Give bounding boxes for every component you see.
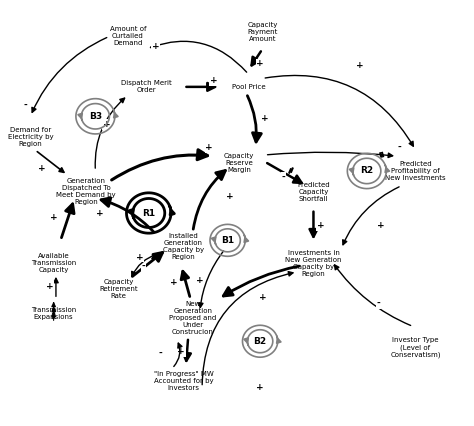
Text: B2: B2 [254, 337, 267, 346]
Text: Capacity
Payment
Amount: Capacity Payment Amount [247, 22, 278, 42]
Text: Capacity
Retirement
Rate: Capacity Retirement Rate [99, 279, 138, 299]
Text: "In Progress" MW
Accounted for by
Investors: "In Progress" MW Accounted for by Invest… [154, 371, 213, 391]
Text: +: + [96, 208, 104, 218]
Text: +: + [103, 120, 111, 129]
Text: Installed
Generation
Capacity by
Region: Installed Generation Capacity by Region [163, 233, 204, 260]
Text: B1: B1 [221, 236, 234, 245]
Text: R2: R2 [360, 167, 374, 176]
Text: +: + [317, 221, 324, 230]
Text: +: + [256, 383, 264, 392]
Text: New
Generation
Proposed and
Under
Construcion: New Generation Proposed and Under Constr… [169, 301, 217, 335]
Text: +: + [261, 114, 269, 123]
Text: Demand for
Electricity by
Region: Demand for Electricity by Region [8, 127, 53, 147]
Text: +: + [377, 221, 384, 230]
Text: +: + [46, 282, 54, 291]
Text: +: + [196, 276, 204, 285]
Text: +: + [136, 253, 143, 262]
Text: Predicted
Capacity
Shortfall: Predicted Capacity Shortfall [297, 182, 330, 202]
Text: +: + [210, 76, 218, 85]
Text: B3: B3 [89, 112, 102, 121]
Text: Dispatch Merit
Order: Dispatch Merit Order [121, 81, 172, 93]
Text: +: + [259, 293, 266, 302]
Text: Capacity
Reserve
Margin: Capacity Reserve Margin [224, 153, 255, 173]
Text: -: - [376, 299, 380, 308]
Text: +: + [50, 213, 57, 222]
Text: Transmission
Expansions: Transmission Expansions [31, 308, 76, 320]
Text: +: + [226, 192, 234, 201]
Text: Amount of
Curtailed
Demand: Amount of Curtailed Demand [109, 26, 146, 46]
Text: -: - [158, 349, 162, 358]
Text: -: - [142, 262, 146, 271]
Text: Investments in
New Generation
Capacity by
Region: Investments in New Generation Capacity b… [285, 250, 342, 277]
Text: Pool Price: Pool Price [232, 84, 265, 90]
Text: R1: R1 [142, 208, 155, 218]
Text: +: + [171, 278, 178, 287]
Text: Predicted
Profitability of
New Investments: Predicted Profitability of New Investmen… [385, 161, 446, 181]
Text: Investor Type
(Level of
Conservatism): Investor Type (Level of Conservatism) [390, 337, 441, 358]
Text: +: + [38, 164, 46, 173]
Text: +: + [356, 61, 364, 70]
Text: +: + [152, 43, 160, 52]
Text: -: - [282, 173, 285, 182]
Text: -: - [397, 143, 401, 153]
Text: -: - [24, 101, 27, 110]
Text: +: + [177, 347, 185, 356]
Text: Generation
Dispatched To
Meet Demand by
Region: Generation Dispatched To Meet Demand by … [56, 178, 116, 205]
Text: Available
Transmission
Capacity: Available Transmission Capacity [31, 253, 76, 273]
Text: +: + [205, 143, 213, 153]
Text: +: + [256, 59, 264, 68]
